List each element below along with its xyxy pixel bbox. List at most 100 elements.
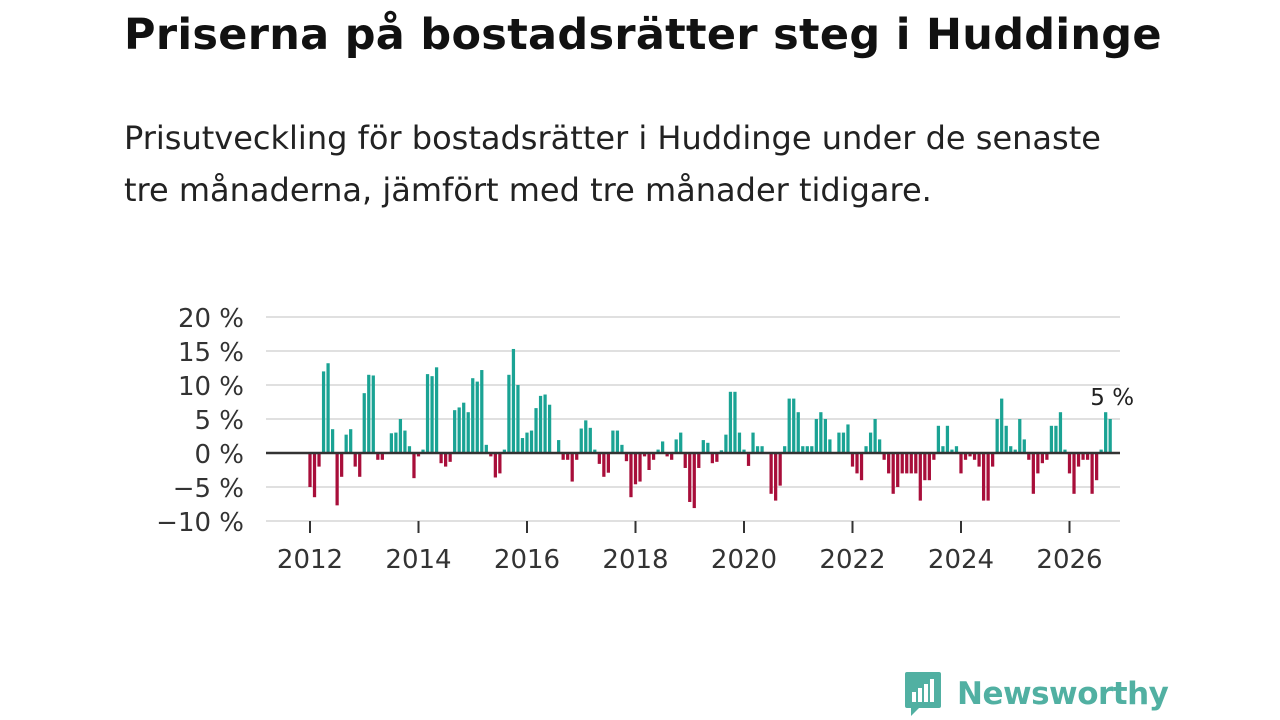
bar-positive xyxy=(1058,412,1063,453)
x-tick-label: 2020 xyxy=(711,545,777,575)
bar-negative xyxy=(850,453,855,467)
bar-positive xyxy=(656,449,660,453)
bar-negative xyxy=(855,453,859,474)
bar-negative xyxy=(312,453,317,498)
bar-positive xyxy=(507,374,511,453)
bar-positive xyxy=(471,378,475,453)
bar-negative xyxy=(570,453,574,482)
bar-positive xyxy=(674,439,678,453)
bar-positive xyxy=(349,429,353,453)
bar-positive xyxy=(344,434,348,453)
bar-positive xyxy=(1099,449,1103,453)
bar-negative xyxy=(412,453,416,479)
bar-negative xyxy=(927,453,931,481)
bar-positive xyxy=(1022,439,1026,453)
bar-negative xyxy=(566,453,570,460)
bar-positive xyxy=(724,434,728,453)
bar-positive xyxy=(755,446,760,453)
y-tick-label: −10 % xyxy=(156,508,244,538)
bar-negative xyxy=(498,453,502,474)
x-tick-label: 2014 xyxy=(385,545,451,575)
y-tick-label: −5 % xyxy=(173,474,244,504)
bar-positive xyxy=(823,419,827,453)
bar-negative xyxy=(991,453,995,467)
bar-positive xyxy=(1000,398,1004,453)
x-tick-label: 2026 xyxy=(1036,545,1102,575)
bar-negative xyxy=(688,453,692,502)
bar-positive xyxy=(398,419,403,453)
bar-positive xyxy=(706,442,710,453)
bar-negative xyxy=(597,453,601,464)
bar-negative xyxy=(308,453,312,487)
bar-negative xyxy=(697,453,701,468)
bar-positive xyxy=(733,391,737,453)
bar-positive xyxy=(584,420,588,453)
bar-negative xyxy=(629,453,633,498)
bar-positive xyxy=(511,348,516,453)
bar-negative xyxy=(1095,453,1099,481)
bar-negative xyxy=(932,453,936,460)
bar-negative xyxy=(859,453,864,481)
bar-positive xyxy=(403,430,407,453)
chart-title: Priserna på bostadsrätter steg i Hudding… xyxy=(124,10,1162,60)
x-tick-label: 2012 xyxy=(277,545,343,575)
x-axis: 2012 2014 2016 2018 2020 2022 2024 2026 xyxy=(277,521,1103,575)
bar-negative xyxy=(715,453,719,462)
bar-positive xyxy=(719,450,724,453)
bar-positive xyxy=(457,407,461,453)
bar-positive xyxy=(679,432,683,453)
bar-negative xyxy=(493,453,497,478)
bar-negative xyxy=(638,453,642,482)
bar-negative xyxy=(1045,453,1049,460)
bar-negative xyxy=(710,453,714,464)
bar-positive xyxy=(1063,449,1067,453)
bar-negative xyxy=(891,453,895,494)
bar-positive xyxy=(841,432,846,453)
bar-positive xyxy=(701,440,705,453)
bar-positive xyxy=(453,410,457,453)
bar-positive xyxy=(792,398,796,453)
bar-negative xyxy=(602,453,606,477)
bar-negative xyxy=(918,453,922,501)
bar-positive xyxy=(371,375,375,453)
bar-positive xyxy=(430,376,434,453)
data-label-latest: 5 % xyxy=(1090,385,1134,411)
bar-positive xyxy=(362,393,366,453)
bar-negative xyxy=(746,453,751,466)
bar-positive xyxy=(367,374,371,453)
chart-subtitle: Prisutveckling för bostadsrätter i Huddi… xyxy=(124,119,1101,209)
bar-positive xyxy=(728,391,733,453)
bar-positive xyxy=(805,446,809,453)
bar-positive xyxy=(407,446,412,453)
bar-negative xyxy=(683,453,687,468)
bar-positive xyxy=(950,449,954,453)
x-tick-label: 2016 xyxy=(494,545,560,575)
bar-positive xyxy=(484,444,488,453)
bar-positive xyxy=(801,446,805,453)
bar-positive xyxy=(995,419,999,453)
bar-positive xyxy=(941,446,945,453)
bar-positive xyxy=(864,446,868,453)
bar-positive xyxy=(502,449,507,453)
bar-positive xyxy=(787,398,791,453)
bar-negative xyxy=(778,453,782,486)
bar-positive xyxy=(326,363,330,453)
newsworthy-logo[interactable]: Newsworthy xyxy=(903,670,1169,718)
bar-negative xyxy=(670,453,674,460)
bar-positive xyxy=(945,425,950,453)
bar-negative xyxy=(887,453,891,474)
bar-positive xyxy=(425,374,430,453)
bar-negative xyxy=(1040,453,1044,464)
x-tick-label: 2018 xyxy=(602,545,668,575)
bar-positive xyxy=(661,441,665,453)
bar-positive xyxy=(737,432,742,453)
bar-negative xyxy=(416,453,421,457)
bar-positive xyxy=(1049,425,1054,453)
bar-negative xyxy=(882,453,886,460)
bar-positive xyxy=(796,412,800,453)
bar-positive xyxy=(588,427,592,453)
bar-negative xyxy=(340,453,344,477)
bar-positive xyxy=(1009,446,1013,453)
bar-positive xyxy=(557,440,561,453)
